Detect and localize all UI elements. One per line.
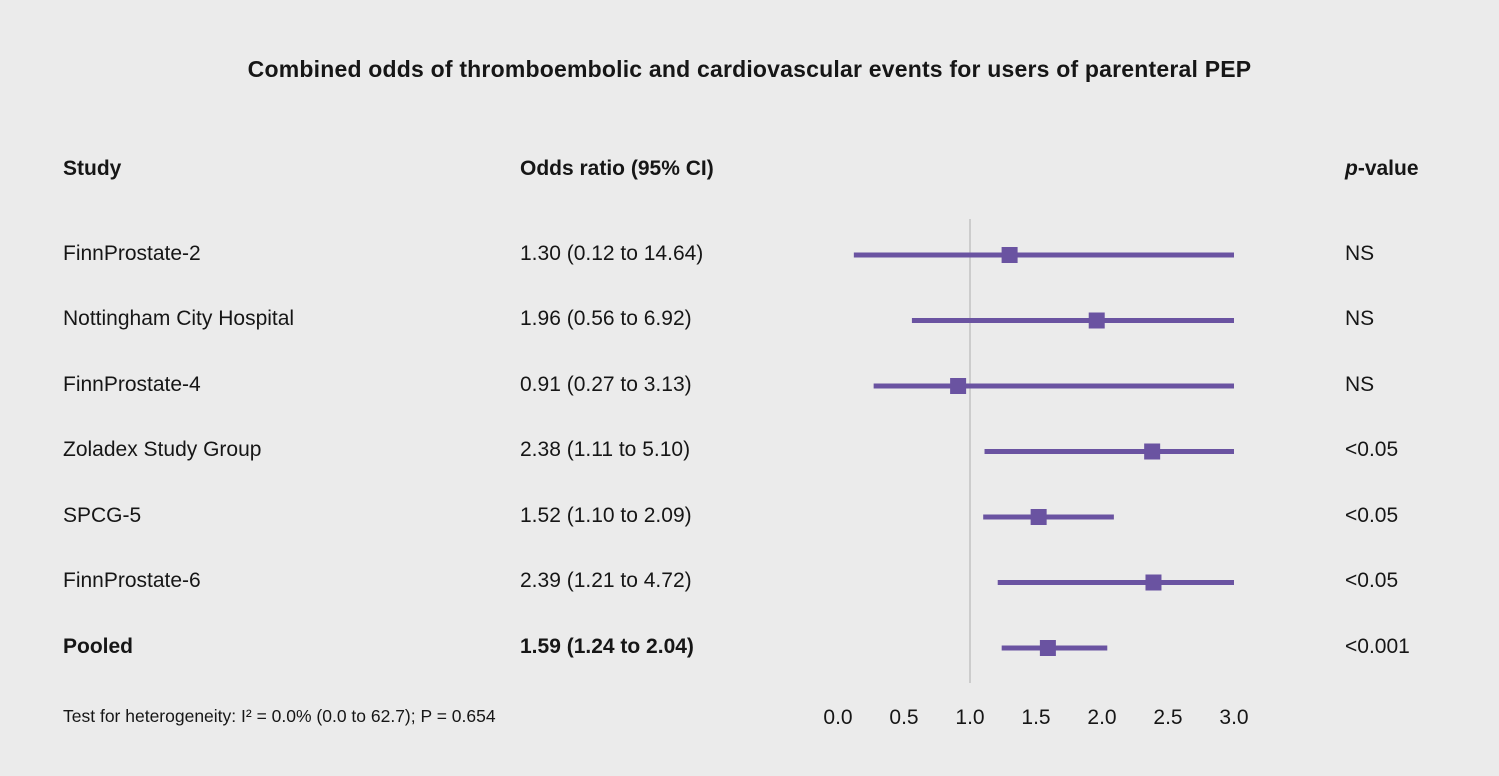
p-value: <0.05	[1345, 438, 1399, 461]
forest-row: Nottingham City Hospital 1.96 (0.56 to 6…	[0, 307, 1499, 333]
svg-text:0.0: 0.0	[823, 706, 852, 729]
forest-row: FinnProstate-2 1.30 (0.12 to 14.64) NS	[0, 242, 1499, 268]
odds-ratio-text: 1.52 (1.10 to 2.09)	[520, 504, 692, 527]
odds-ratio-text: 2.39 (1.21 to 4.72)	[520, 569, 692, 592]
study-name: FinnProstate-2	[63, 242, 201, 265]
p-value: NS	[1345, 242, 1375, 265]
svg-text:1.5: 1.5	[1021, 706, 1050, 729]
svg-text:1.0: 1.0	[955, 706, 984, 729]
p-value: <0.05	[1345, 504, 1399, 527]
p-value: NS	[1345, 307, 1375, 330]
chart-title: Combined odds of thromboembolic and card…	[247, 56, 1252, 82]
column-header-pvalue: p-value	[1345, 157, 1419, 181]
odds-ratio-text: 1.59 (1.24 to 2.04)	[520, 635, 694, 658]
forest-row: FinnProstate-4 0.91 (0.27 to 3.13) NS	[0, 373, 1499, 399]
column-header-odds-ratio: Odds ratio (95% CI)	[520, 157, 714, 180]
study-name: FinnProstate-6	[63, 569, 201, 592]
p-value: <0.05	[1345, 569, 1399, 592]
odds-ratio-text: 0.91 (0.27 to 3.13)	[520, 373, 692, 396]
heterogeneity-note: Test for heterogeneity: I² = 0.0% (0.0 t…	[63, 706, 496, 726]
study-name: Zoladex Study Group	[63, 438, 262, 461]
forest-row-pooled: Pooled 1.59 (1.24 to 2.04) <0.001	[0, 635, 1499, 661]
column-header-pvalue-rest: -value	[1357, 157, 1419, 180]
column-header-study: Study	[63, 157, 122, 180]
svg-text:0.5: 0.5	[889, 706, 918, 729]
svg-text:3.0: 3.0	[1219, 706, 1248, 729]
study-name: SPCG-5	[63, 504, 142, 527]
svg-text:2.5: 2.5	[1153, 706, 1182, 729]
odds-ratio-text: 1.96 (0.56 to 6.92)	[520, 307, 692, 330]
study-name: Nottingham City Hospital	[63, 307, 295, 330]
odds-ratio-text: 2.38 (1.11 to 5.10)	[520, 438, 691, 461]
svg-text:2.0: 2.0	[1087, 706, 1116, 729]
forest-row: SPCG-5 1.52 (1.10 to 2.09) <0.05	[0, 504, 1499, 530]
forest-row: FinnProstate-6 2.39 (1.21 to 4.72) <0.05	[0, 569, 1499, 595]
p-value: <0.001	[1345, 635, 1410, 658]
forest-row: Zoladex Study Group 2.38 (1.11 to 5.10) …	[0, 438, 1499, 464]
study-name: Pooled	[63, 635, 134, 658]
p-value: NS	[1345, 373, 1375, 396]
column-header-pvalue-p: p	[1345, 157, 1358, 180]
study-name: FinnProstate-4	[63, 373, 201, 396]
odds-ratio-text: 1.30 (0.12 to 14.64)	[520, 242, 704, 265]
